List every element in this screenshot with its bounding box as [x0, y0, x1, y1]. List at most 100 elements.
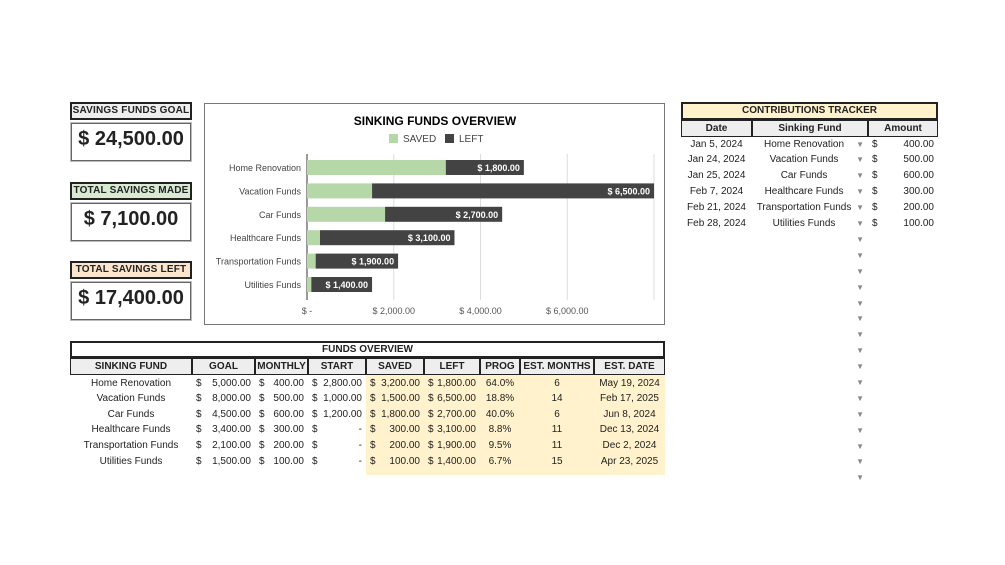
date-cell[interactable]: [681, 375, 752, 391]
contributions-title: CONTRIBUTIONS TRACKER: [681, 102, 938, 120]
dropdown-arrow-icon[interactable]: ▼: [856, 139, 864, 149]
fund-dropdown[interactable]: ▼: [752, 391, 868, 407]
fund-dropdown[interactable]: Healthcare Funds ▼: [752, 184, 868, 200]
fund-dropdown[interactable]: Home Renovation ▼: [752, 137, 868, 153]
amount-cell[interactable]: [868, 454, 938, 470]
fund-dropdown[interactable]: ▼: [752, 454, 868, 470]
date-cell[interactable]: [681, 296, 752, 312]
table-row: ▼: [681, 343, 938, 359]
fund-dropdown[interactable]: ▼: [752, 296, 868, 312]
date-cell[interactable]: [681, 264, 752, 280]
dropdown-arrow-icon[interactable]: ▼: [856, 346, 864, 356]
date-cell[interactable]: [681, 391, 752, 407]
dropdown-arrow-icon[interactable]: ▼: [856, 314, 864, 324]
date-cell[interactable]: [681, 343, 752, 359]
amount-cell[interactable]: $100.00: [872, 218, 934, 230]
dropdown-arrow-icon[interactable]: ▼: [856, 250, 864, 260]
date-cell[interactable]: [681, 280, 752, 296]
fund-dropdown[interactable]: ▼: [752, 423, 868, 439]
date-cell[interactable]: [681, 407, 752, 423]
dropdown-arrow-icon[interactable]: ▼: [856, 330, 864, 340]
cell-saved: $100.00: [370, 455, 420, 467]
amount-cell[interactable]: $600.00: [872, 170, 934, 182]
date-cell[interactable]: [681, 439, 752, 455]
dropdown-arrow-icon[interactable]: ▼: [856, 377, 864, 387]
column-header: PROG: [480, 358, 520, 375]
fund-dropdown[interactable]: ▼: [752, 470, 868, 486]
amount-cell[interactable]: [868, 232, 938, 248]
amount-cell[interactable]: $200.00: [872, 202, 934, 214]
amount-cell[interactable]: [868, 391, 938, 407]
fund-value: [752, 391, 856, 407]
fund-value: Transportation Funds: [756, 202, 852, 214]
dropdown-arrow-icon[interactable]: ▼: [856, 393, 864, 403]
amount-cell[interactable]: [868, 423, 938, 439]
fund-dropdown[interactable]: ▼: [752, 343, 868, 359]
amount-cell[interactable]: $500.00: [872, 154, 934, 166]
date-cell[interactable]: [681, 248, 752, 264]
amount-cell[interactable]: [868, 439, 938, 455]
date-cell[interactable]: Jan 5, 2024: [690, 138, 743, 150]
date-cell[interactable]: [681, 327, 752, 343]
amount-cell[interactable]: [868, 407, 938, 423]
dropdown-arrow-icon[interactable]: ▼: [856, 155, 864, 165]
dropdown-arrow-icon[interactable]: ▼: [856, 234, 864, 244]
dropdown-arrow-icon[interactable]: ▼: [856, 219, 864, 229]
fund-dropdown[interactable]: Utilities Funds ▼: [752, 216, 868, 232]
dropdown-arrow-icon[interactable]: ▼: [856, 425, 864, 435]
dropdown-arrow-icon[interactable]: ▼: [856, 282, 864, 292]
summary-value: $ 24,500.00: [70, 122, 192, 162]
date-cell[interactable]: Jan 25, 2024: [687, 170, 746, 182]
dropdown-arrow-icon[interactable]: ▼: [856, 409, 864, 419]
fund-dropdown[interactable]: ▼: [752, 264, 868, 280]
amount-cell[interactable]: [868, 280, 938, 296]
cell-est-months: 6: [554, 377, 560, 389]
amount-cell[interactable]: $400.00: [872, 138, 934, 150]
fund-dropdown[interactable]: ▼: [752, 439, 868, 455]
fund-dropdown[interactable]: ▼: [752, 327, 868, 343]
fund-dropdown[interactable]: Vacation Funds ▼: [752, 152, 868, 168]
fund-value: [752, 359, 856, 375]
fund-dropdown[interactable]: Transportation Funds ▼: [752, 200, 868, 216]
date-cell[interactable]: Feb 7, 2024: [689, 186, 744, 198]
date-cell[interactable]: [681, 311, 752, 327]
date-cell[interactable]: [681, 454, 752, 470]
fund-dropdown[interactable]: ▼: [752, 407, 868, 423]
fund-dropdown[interactable]: Car Funds ▼: [752, 168, 868, 184]
amount-cell[interactable]: [868, 327, 938, 343]
amount-cell[interactable]: [868, 248, 938, 264]
cell-est-months: 15: [551, 455, 563, 467]
dropdown-arrow-icon[interactable]: ▼: [856, 473, 864, 483]
bar-left: [372, 183, 654, 199]
date-cell[interactable]: Feb 21, 2024: [687, 202, 746, 214]
fund-dropdown[interactable]: ▼: [752, 311, 868, 327]
amount-cell[interactable]: [868, 375, 938, 391]
fund-dropdown[interactable]: ▼: [752, 359, 868, 375]
amount-cell[interactable]: [868, 311, 938, 327]
date-cell[interactable]: [681, 470, 752, 486]
dropdown-arrow-icon[interactable]: ▼: [856, 187, 864, 197]
fund-dropdown[interactable]: ▼: [752, 232, 868, 248]
date-cell[interactable]: Jan 24, 2024: [687, 154, 746, 166]
cell-left: $1,800.00: [428, 377, 476, 389]
dropdown-arrow-icon[interactable]: ▼: [856, 362, 864, 372]
dropdown-arrow-icon[interactable]: ▼: [856, 298, 864, 308]
amount-cell[interactable]: [868, 359, 938, 375]
date-cell[interactable]: [681, 359, 752, 375]
date-cell[interactable]: Feb 28, 2024: [687, 218, 746, 230]
date-cell[interactable]: [681, 232, 752, 248]
fund-dropdown[interactable]: ▼: [752, 280, 868, 296]
fund-dropdown[interactable]: ▼: [752, 248, 868, 264]
amount-cell[interactable]: $300.00: [872, 186, 934, 198]
dropdown-arrow-icon[interactable]: ▼: [856, 457, 864, 467]
dropdown-arrow-icon[interactable]: ▼: [856, 441, 864, 451]
amount-cell[interactable]: [868, 470, 938, 486]
dropdown-arrow-icon[interactable]: ▼: [856, 171, 864, 181]
dropdown-arrow-icon[interactable]: ▼: [856, 266, 864, 276]
amount-cell[interactable]: [868, 264, 938, 280]
fund-dropdown[interactable]: ▼: [752, 375, 868, 391]
amount-cell[interactable]: [868, 343, 938, 359]
amount-cell[interactable]: [868, 296, 938, 312]
date-cell[interactable]: [681, 423, 752, 439]
dropdown-arrow-icon[interactable]: ▼: [856, 203, 864, 213]
